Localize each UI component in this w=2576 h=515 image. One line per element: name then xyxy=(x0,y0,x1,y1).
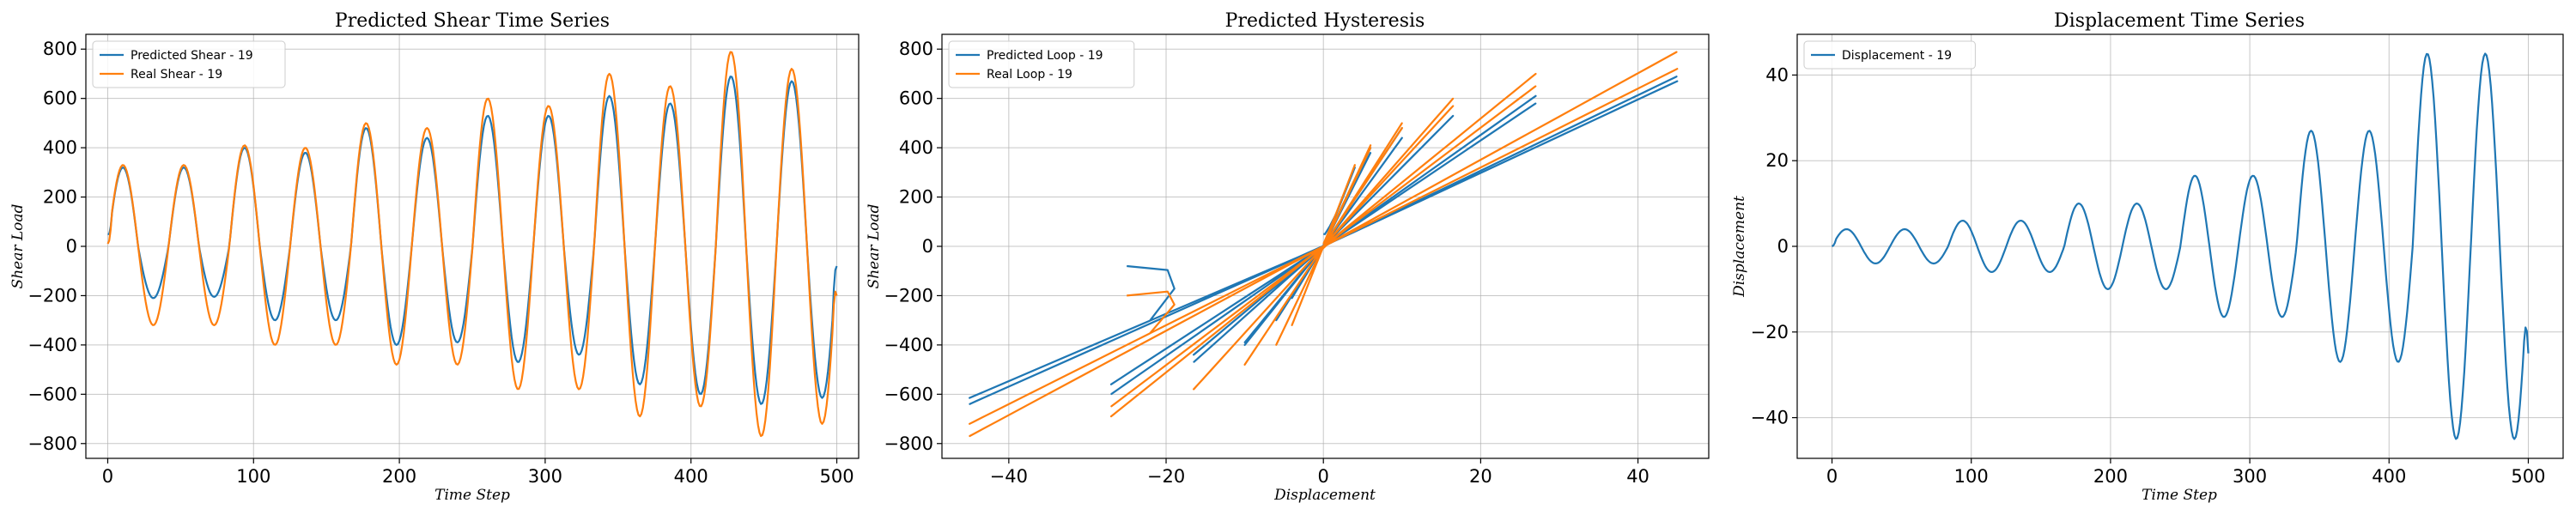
hysteresis-y-tick-label: 200 xyxy=(899,187,933,208)
hysteresis-y-tick-label: −800 xyxy=(884,433,933,454)
shear-legend-label: Predicted Shear - 19 xyxy=(131,49,253,63)
shear-y-tick-label: 400 xyxy=(43,137,77,158)
hysteresis-y-tick-label: 0 xyxy=(922,236,933,257)
displacement-x-tick-label: 0 xyxy=(1826,466,1838,487)
hysteresis-legend-label: Real Loop - 19 xyxy=(987,68,1072,82)
shear-x-tick-label: 0 xyxy=(102,466,113,487)
displacement-time-series-panel: Displacement Time Series Time Step Displ… xyxy=(1731,10,2564,504)
hysteresis-y-tick-label: 800 xyxy=(899,39,933,59)
hysteresis-y-tick-label: −200 xyxy=(884,285,933,306)
shear-y-axis-label: Shear Load xyxy=(9,203,27,288)
displacement-chart-title: Displacement Time Series xyxy=(2054,10,2305,32)
shear-x-tick-label: 100 xyxy=(236,466,270,487)
displacement-y-tick-label: 20 xyxy=(1765,150,1789,171)
hysteresis-panel: Predicted Hysteresis Displacement Shear … xyxy=(866,10,1710,504)
displacement-x-tick-label: 300 xyxy=(2233,466,2267,487)
shear-y-tick-label: −800 xyxy=(27,433,77,454)
shear-y-tick-label: 0 xyxy=(66,236,77,257)
displacement-legend: Displacement - 19 xyxy=(1803,40,1976,70)
displacement-x-axis-label: Time Step xyxy=(2142,487,2217,504)
displacement-x-tick-label: 200 xyxy=(2093,466,2128,487)
displacement-legend-label: Displacement - 19 xyxy=(1842,49,1952,63)
hysteresis-chart-title: Predicted Hysteresis xyxy=(1225,10,1425,32)
shear-chart-title: Predicted Shear Time Series xyxy=(335,10,610,32)
shear-time-series-panel: Predicted Shear Time Series Time Step Sh… xyxy=(9,10,860,504)
shear-x-tick-label: 300 xyxy=(528,466,562,487)
hysteresis-y-axis-label: Shear Load xyxy=(866,203,883,288)
displacement-y-tick-label: −40 xyxy=(1751,408,1789,428)
shear-y-tick-label: −600 xyxy=(27,384,77,404)
hysteresis-x-tick-label: −20 xyxy=(1147,466,1185,487)
shear-y-tick-label: −200 xyxy=(27,285,77,306)
hysteresis-y-tick-label: 600 xyxy=(899,88,933,109)
shear-x-tick-label: 200 xyxy=(382,466,416,487)
hysteresis-y-tick-label: −400 xyxy=(884,335,933,355)
hysteresis-x-axis-label: Displacement xyxy=(1273,487,1376,504)
hysteresis-x-tick-label: 40 xyxy=(1626,466,1649,487)
hysteresis-y-tick-label: 400 xyxy=(899,137,933,158)
shear-x-tick-label: 400 xyxy=(674,466,708,487)
displacement-y-tick-label: 40 xyxy=(1765,64,1789,85)
hysteresis-series-line-1 xyxy=(969,51,1679,438)
displacement-y-axis-label: Displacement xyxy=(1731,196,1748,298)
shear-x-tick-label: 500 xyxy=(819,466,854,487)
hysteresis-legend-label: Predicted Loop - 19 xyxy=(987,49,1103,63)
shear-y-tick-label: 200 xyxy=(43,187,77,208)
shear-x-axis-label: Time Step xyxy=(434,487,510,504)
displacement-x-tick-label: 500 xyxy=(2511,466,2545,487)
displacement-y-tick-label: 0 xyxy=(1777,236,1789,257)
displacement-x-tick-label: 400 xyxy=(2372,466,2406,487)
shear-y-tick-label: 800 xyxy=(43,39,77,59)
shear-legend: Predicted Shear - 19 Real Shear - 19 xyxy=(92,40,286,88)
displacement-x-tick-label: 100 xyxy=(1954,466,1989,487)
shear-series-line-1 xyxy=(106,51,838,438)
hysteresis-x-tick-label: 20 xyxy=(1469,466,1492,487)
displacement-y-tick-label: −20 xyxy=(1751,322,1789,342)
shear-legend-label: Real Shear - 19 xyxy=(131,68,222,82)
hysteresis-legend: Predicted Loop - 19 Real Loop - 19 xyxy=(948,40,1135,88)
hysteresis-x-tick-label: −40 xyxy=(990,466,1028,487)
hysteresis-y-tick-label: −600 xyxy=(884,384,933,404)
hysteresis-x-tick-label: 0 xyxy=(1318,466,1329,487)
shear-y-tick-label: 600 xyxy=(43,88,77,109)
displacement-series-line-0 xyxy=(1831,52,2530,440)
shear-y-tick-label: −400 xyxy=(27,335,77,355)
